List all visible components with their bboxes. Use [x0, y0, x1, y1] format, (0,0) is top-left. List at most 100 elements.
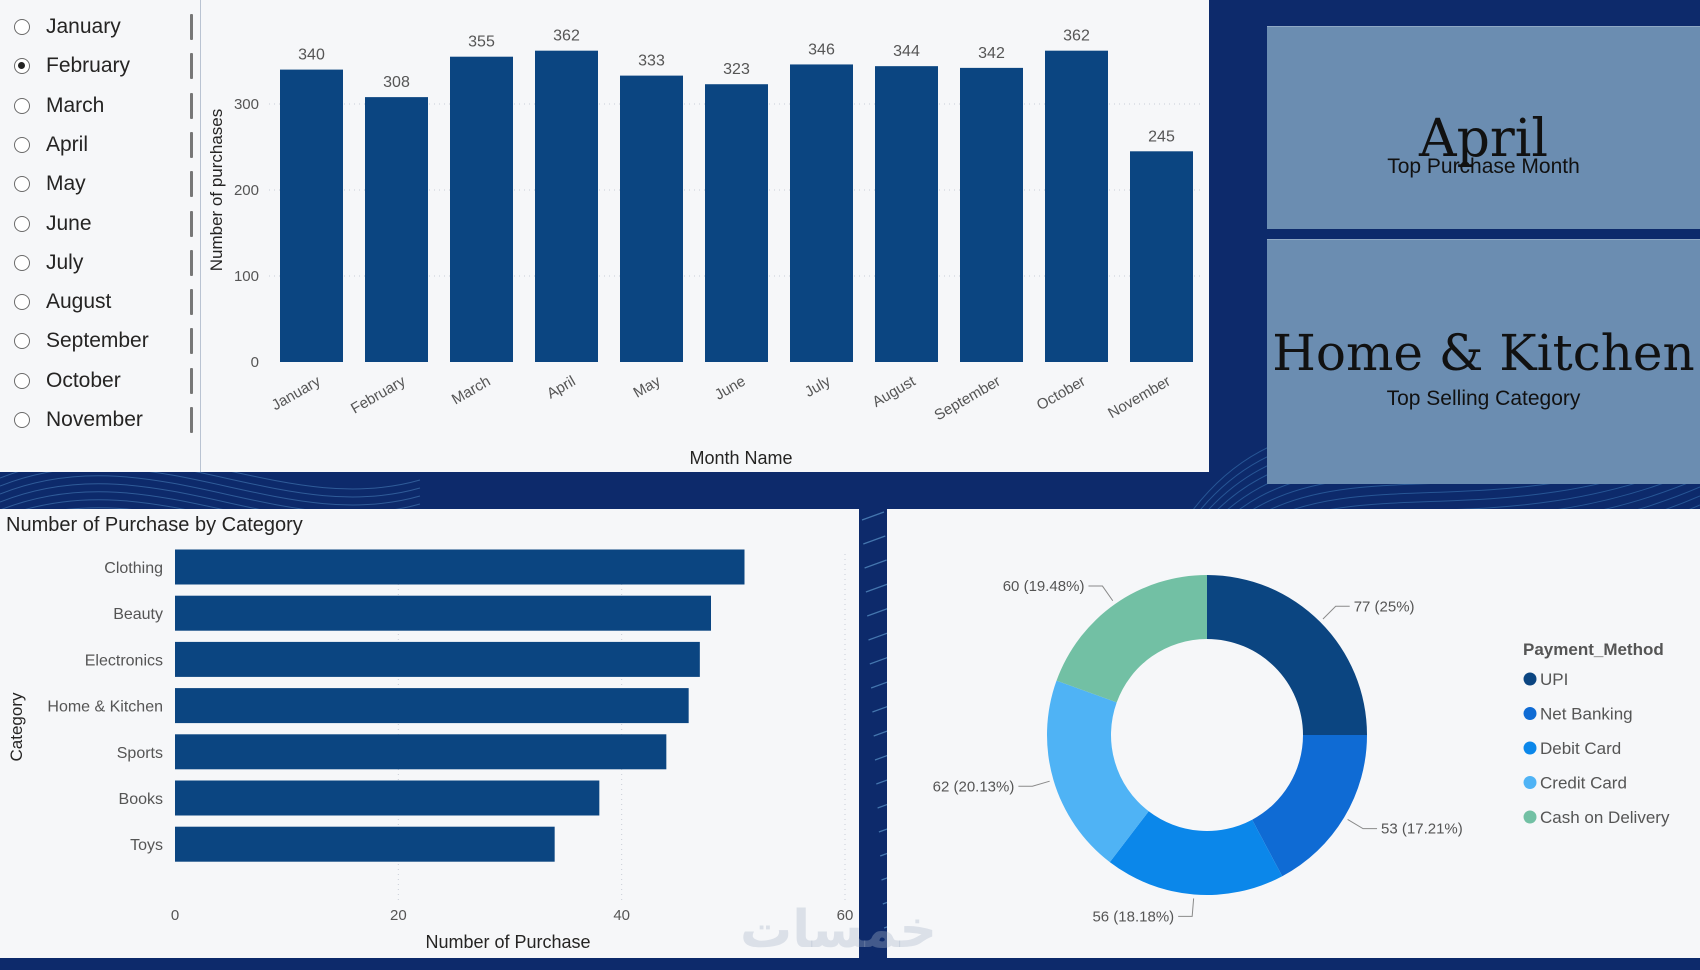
payment-method-chart: 77 (25%) 53 (17.21%) 56 (18.18%) 62 (20.13%…	[887, 509, 1700, 958]
bar-electronics	[175, 641, 700, 677]
data-label: 342	[978, 45, 1005, 62]
data-label: 60 (19.48%)	[1003, 578, 1085, 595]
data-label: 245	[1148, 128, 1175, 145]
bar-may	[620, 75, 683, 363]
bar-february	[365, 97, 428, 363]
monthly-purchases-chart: 0 100 200 300 340 January 308 February 355 March 3…	[201, 0, 1209, 472]
data-label: 53 (17.21%)	[1381, 821, 1463, 838]
bar-september	[960, 67, 1023, 362]
radio-button[interactable]	[14, 19, 30, 35]
bar-november	[1130, 151, 1193, 362]
x-tick-label: 40	[613, 907, 630, 924]
leader-line	[1088, 585, 1114, 602]
slicer-item-october[interactable]: October	[14, 366, 121, 396]
bar-april	[535, 50, 598, 363]
slicer-item-january[interactable]: January	[14, 12, 121, 42]
slicer-item-march[interactable]: March	[14, 91, 104, 121]
slicer-item-july[interactable]: July	[14, 248, 83, 278]
slicer-item-february[interactable]: February	[14, 51, 130, 81]
radio-button[interactable]	[14, 333, 30, 350]
data-label: 308	[383, 74, 410, 91]
slicer-item-may[interactable]: May	[14, 169, 86, 199]
bar-beauty	[175, 595, 711, 631]
radio-button[interactable]	[14, 97, 30, 114]
category-chart-svg: Number of Purchase by Category 0 20 40 60 Clo…	[6, 514, 854, 952]
legend-label: Net Banking	[1540, 705, 1633, 724]
slicer-item-november[interactable]: November	[14, 405, 143, 435]
data-label: 77 (25%)	[1354, 598, 1415, 615]
y-tick-label: 0	[251, 354, 259, 371]
bar-january	[280, 69, 343, 362]
slicer-item-june[interactable]: June	[14, 209, 92, 239]
data-label: 333	[638, 53, 665, 70]
radio-button[interactable]	[14, 294, 30, 311]
slicer-item-september[interactable]: September	[14, 326, 149, 356]
legend-label: Debit Card	[1540, 739, 1621, 758]
leader-line	[1347, 818, 1378, 830]
radio-button[interactable]	[14, 215, 30, 232]
bar-october	[1045, 50, 1108, 363]
background-wave-line	[864, 559, 887, 569]
x-tick-label: November	[1105, 373, 1173, 422]
background-wave-line	[865, 583, 889, 593]
slicer-item-label: October	[46, 368, 121, 392]
x-tick-label: January	[269, 372, 324, 414]
slicer-item-label: June	[46, 211, 92, 235]
slicer-scroll-segment	[190, 328, 193, 355]
background-wave-line	[868, 631, 891, 641]
radio-button[interactable]	[14, 176, 30, 193]
slicer-item-label: August	[46, 290, 112, 314]
x-tick-label: 0	[171, 907, 179, 924]
legend-label: UPI	[1540, 670, 1568, 689]
leader-line	[1018, 780, 1050, 787]
x-tick-label: October	[1034, 373, 1089, 414]
top-month-card: April Top Purchase Month	[1267, 26, 1700, 229]
slicer-scroll-segment	[190, 407, 193, 433]
top-category-value: Home & Kitchen	[1272, 324, 1695, 382]
slicer-scroll-segment	[190, 131, 193, 158]
data-label: 362	[553, 28, 580, 45]
legend-marker	[1523, 672, 1537, 686]
data-label: 362	[1063, 28, 1090, 45]
x-tick-label: May	[630, 372, 663, 401]
y-tick-label: 300	[234, 96, 259, 113]
radio-button[interactable]	[14, 254, 30, 271]
x-tick-label: August	[870, 372, 920, 410]
top-category-card: Home & Kitchen Top Selling Category	[1267, 239, 1700, 484]
slicer-item-label: July	[46, 250, 84, 274]
top-month-value: April	[1419, 109, 1548, 169]
radio-button[interactable]	[14, 412, 30, 428]
x-tick-label: March	[449, 373, 494, 409]
slicer-scroll-segment	[190, 171, 193, 198]
top-month-caption: Top Purchase Month	[1387, 155, 1580, 178]
leader-line	[1178, 898, 1195, 917]
y-tick-label: Books	[119, 791, 163, 808]
category-chart: Number of Purchase by Category 0 20 40 60 Clo…	[0, 509, 859, 958]
radio-button[interactable]	[14, 136, 30, 153]
y-tick-label: Electronics	[85, 652, 163, 669]
x-tick-label: 60	[837, 907, 854, 924]
slicer-item-april[interactable]: April	[14, 130, 88, 160]
bar-june	[705, 84, 768, 362]
bar-clothing	[175, 549, 745, 585]
data-label: 344	[893, 43, 920, 60]
y-axis-title: Number of purchases	[207, 109, 226, 272]
slicer-scroll-segment	[190, 14, 193, 40]
slicer-scroll-segment	[190, 210, 193, 237]
y-tick-label: Home & Kitchen	[47, 699, 163, 716]
x-tick-label: July	[802, 372, 834, 400]
slicer-item-august[interactable]: August	[14, 287, 111, 317]
chart-title: Number of Purchase by Category	[6, 514, 303, 536]
data-label: 62 (20.13%)	[933, 778, 1015, 795]
monthly-purchases-svg: 0 100 200 300 340 January 308 February 355 March 3…	[207, 28, 1204, 468]
slicer-item-label: March	[46, 93, 105, 117]
x-tick-label: 20	[390, 907, 407, 924]
data-label: 56 (18.18%)	[1092, 908, 1174, 925]
slicer-item-label: May	[46, 172, 86, 196]
slice-credit-card	[1047, 680, 1149, 863]
legend-marker	[1523, 776, 1537, 789]
legend-marker	[1523, 810, 1537, 824]
radio-button[interactable]	[14, 372, 30, 389]
radio-button[interactable]	[14, 58, 30, 75]
background-wave-line	[866, 607, 890, 617]
